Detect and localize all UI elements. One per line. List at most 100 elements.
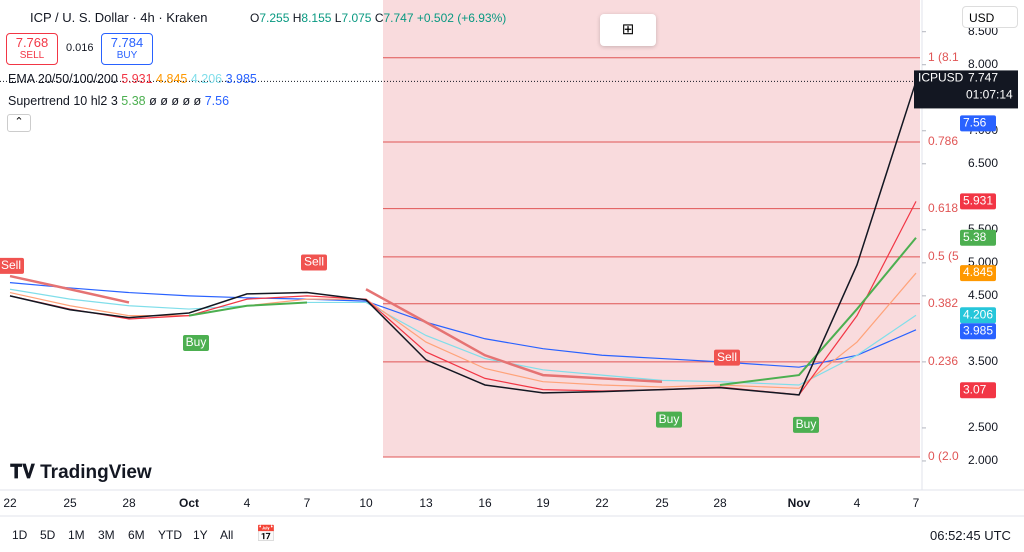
price-tag-label: 5.38 (963, 230, 987, 244)
price-tag-label: 4.845 (963, 265, 993, 279)
fib-zone (383, 0, 920, 457)
period-button[interactable]: 1Y (193, 528, 208, 542)
series-line (188, 237, 917, 386)
price-tag-label: 7.56 (963, 116, 987, 130)
x-tick-label: 25 (63, 496, 77, 510)
x-tick-label: Nov (788, 496, 811, 510)
ema-value: 3.985 (225, 72, 257, 86)
clock: 06:52:45 UTC (930, 528, 1011, 543)
x-tick-label: 22 (595, 496, 609, 510)
period-button[interactable]: 1M (68, 528, 85, 542)
x-tick-label: 4 (244, 496, 251, 510)
st-name: Supertrend 10 hl2 3 (8, 94, 118, 108)
x-tick-label: 19 (536, 496, 550, 510)
ema-value: 5.931 (121, 72, 153, 86)
o-label: O (250, 11, 260, 25)
signal-label: Sell (1, 258, 21, 272)
price-tag (960, 307, 996, 324)
x-tick-label: 4 (854, 496, 861, 510)
price-tag (914, 70, 1018, 109)
sell-price: 7.768 (15, 35, 49, 50)
price-tag-label: 7.747 (968, 71, 998, 85)
price-tag-label: 3.985 (963, 323, 993, 337)
calendar-icon[interactable]: 📅 (256, 526, 276, 543)
c: 7.747 (383, 11, 414, 25)
supertrend-legend: Supertrend 10 hl2 3 5.38 ø ø ø ø ø 7.56 (8, 94, 229, 108)
buy-button[interactable]: 7.784 BUY (101, 33, 153, 65)
buy-label: BUY (116, 50, 138, 61)
x-tick-label: 13 (419, 496, 433, 510)
symbol-label: ICPUSD (918, 71, 964, 85)
fib-label: 0.5 (5 (928, 249, 959, 263)
signal-box (793, 416, 819, 433)
price-tag-label: 5.931 (963, 194, 993, 208)
o: 7.255 (259, 11, 290, 25)
period-button[interactable]: YTD (158, 528, 182, 542)
change: +0.502 (+6.93%) (416, 11, 507, 25)
fib-label: 1 (8.1 (928, 50, 959, 64)
currency-select[interactable]: USD (962, 6, 1018, 28)
sell-button[interactable]: 7.768 SELL (6, 33, 58, 65)
signal-label: Sell (304, 255, 324, 269)
ema-legend: EMA 20/50/100/200 5.931 4.845 4.206 3.98… (8, 72, 257, 86)
price-tag (960, 323, 996, 340)
c-label: C (374, 11, 384, 25)
period-button[interactable]: 5D (40, 528, 56, 542)
fib-label: 0.236 (928, 354, 958, 368)
x-tick-label: 25 (655, 496, 669, 510)
price-tag (960, 193, 996, 210)
x-tick-label: 28 (713, 496, 727, 510)
currency: USD (969, 11, 995, 25)
countdown: 01:07:14 (966, 88, 1013, 102)
price-tag (960, 265, 996, 282)
fib-label: 0.382 (928, 296, 958, 310)
title: ICP / U. S. Dollar · 4h · Kraken (30, 10, 208, 25)
l: 7.075 (341, 11, 372, 25)
series-line (9, 288, 917, 386)
price-tag-label: 3.07 (963, 382, 987, 396)
st-empty: ø ø ø ø ø (149, 94, 202, 108)
y-tick-label: 6.500 (968, 156, 998, 170)
spread: 0.016 (66, 42, 94, 54)
signal-label: Buy (796, 417, 817, 431)
collapse-button[interactable]: ⌃ (7, 114, 31, 132)
x-tick-label: Oct (179, 496, 199, 510)
y-tick-label: 2.500 (968, 420, 998, 434)
fib-label: 0 (2.0 (928, 449, 959, 463)
period-button[interactable]: 6M (128, 528, 145, 542)
period-button[interactable]: 1D (12, 528, 28, 542)
price-tag (960, 229, 996, 246)
widget-button[interactable]: ⊞ (600, 14, 656, 46)
x-tick-label: 16 (478, 496, 492, 510)
price-tag (960, 382, 996, 399)
x-tick-label: 7 (913, 496, 920, 510)
y-tick-label: 4.500 (968, 288, 998, 302)
signal-label: Sell (717, 350, 737, 364)
y-tick-label: 2.000 (968, 453, 998, 467)
signal-label: Buy (659, 412, 680, 426)
ema-value: 4.206 (190, 72, 223, 86)
brand-text: TradingView (40, 462, 152, 483)
price-tag (960, 115, 996, 132)
sell-label: SELL (19, 50, 45, 61)
l-label: L (334, 11, 342, 25)
ema-name: EMA 20/50/100/200 (8, 72, 118, 86)
signal-box (183, 335, 209, 352)
signal-box (656, 411, 682, 428)
x-tick-label: 28 (122, 496, 136, 510)
period-button[interactable]: 3M (98, 528, 115, 542)
signal-box (714, 349, 740, 366)
signal-box (301, 254, 327, 271)
st-value: 7.56 (204, 94, 230, 108)
y-tick-label: 3.500 (968, 354, 998, 368)
signal-label: Buy (186, 335, 207, 349)
period-button[interactable]: All (220, 528, 233, 542)
ema-value: 4.845 (156, 72, 188, 86)
x-tick-label: 7 (304, 496, 311, 510)
buy-price: 7.784 (110, 35, 144, 50)
x-tick-label: 22 (3, 496, 17, 510)
y-tick-label: 8.000 (968, 57, 998, 71)
h-label: H (292, 11, 302, 25)
